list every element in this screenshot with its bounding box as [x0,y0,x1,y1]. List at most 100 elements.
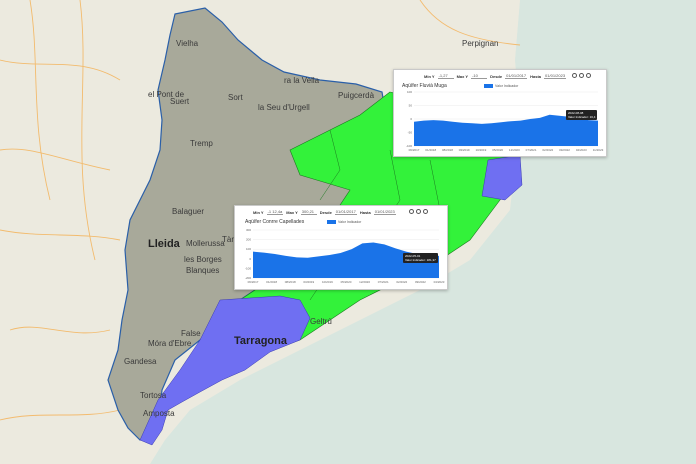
min-y-label: Min Y [424,73,435,79]
x-tick-label: 08/2018 [285,280,296,284]
chart-title: Aqüífer Conrre Capellades [245,219,305,225]
min-y-input[interactable]: -1,27 [437,73,454,79]
place-label-vella: ra la Vella [284,76,320,85]
x-tick-label: 06/2017 [409,148,420,152]
place-label-suert: Suert [170,97,190,106]
x-tick-label: 10/2019 [322,280,333,284]
place-label-pont: el Pont de [148,90,185,99]
place-label-falset: False [181,329,201,338]
tooltip-date: 2022-05-01 [405,254,421,258]
place-label-tortosa: Tortosa [140,391,167,400]
home-icon[interactable] [423,209,428,214]
from-label: Desde [490,73,503,79]
x-tick-label: 11/2023 [593,148,604,152]
chart-legend[interactable]: Valor Indicador [484,84,518,88]
place-label-balaguer: Balaguer [172,207,204,216]
chart-tooltip: 2022-08-08 Valor Indicador: 16,4 [566,110,598,120]
place-label-vielha: Vielha [176,39,199,48]
x-tick-label: 06/2017 [248,280,259,284]
place-label-borges: les Borges [184,255,222,264]
x-tick-label: 02/2022 [396,280,407,284]
place-label-tremp: Tremp [190,139,213,148]
y-tick-label: -100 [406,144,412,148]
y-tick-label: 300 [246,228,251,232]
x-tick-label: 01/2018 [266,280,277,284]
tooltip-date: 2022-08-08 [568,111,584,115]
place-label-geltru: Geltrú [310,317,332,326]
x-tick-label: 05/2020 [341,280,352,284]
zoom-out-icon[interactable] [579,73,584,78]
home-icon[interactable] [586,73,591,78]
x-tick-label: 09/2022 [559,148,570,152]
legend-label: Valor Indicador [495,84,519,88]
from-date-input[interactable]: 01/01/2017 [334,209,357,215]
max-y-label: Max Y [286,209,298,215]
place-label-tar: Tàr [222,235,234,244]
chart-conrre-capellades[interactable]: -200 -100 0 100 200 300 06/2017 01/2018 08/2018 0… [235,206,447,289]
place-label-tarragona: Tarragona [234,335,288,347]
place-label-blanques: Blanques [186,266,219,275]
y-tick-label: 50 [409,104,413,108]
from-date-input[interactable]: 01/01/2017 [505,73,528,79]
place-label-puigcerda: Puigcerdà [338,91,375,100]
x-tick-label: 10/2019 [475,148,486,152]
x-tick-label: 12/2020 [509,148,520,152]
to-date-input[interactable]: 01/01/2023 [373,209,396,215]
place-label-amposta: Amposta [143,409,175,418]
place-label-gandesa: Gandesa [124,357,157,366]
tooltip-value: Valor Indicador: 16,4 [568,115,596,119]
y-tick-label: 0 [410,117,412,121]
to-label: Hasta [530,73,542,79]
to-label: Hasta [359,209,371,215]
legend-swatch [327,220,336,224]
chart-panel-fluvia-muga: Min Y -1,27 Max Y -10 Desde 01/01/2017 H… [393,69,607,157]
max-y-label: Max Y [456,73,469,79]
min-y-label: Min Y [253,209,264,215]
min-y-input[interactable]: -1 12,4a [266,209,284,215]
x-tick-label: 07/2021 [378,280,389,284]
place-label-seu: la Seu d'Urgell [258,103,310,112]
legend-swatch [484,84,493,88]
to-date-input[interactable]: 01/01/2023 [544,73,567,79]
chart-title: Aqüífer Fluvià Muga [402,83,447,89]
x-tick-label: 02/2022 [542,148,553,152]
x-tick-label: 03/2019 [303,280,314,284]
x-tick-label: 05/2020 [492,148,503,152]
tooltip-value: Valor Indicador: 181,37 [405,258,436,262]
aquifer-zone-blue-coast[interactable] [139,295,311,446]
x-tick-label: 03/2019 [459,148,470,152]
max-y-input[interactable]: 300,21 [300,209,317,215]
zoom-out-icon[interactable] [416,209,421,214]
y-tick-label: -100 [245,266,251,270]
place-label-perpignan: Perpignan [462,39,498,48]
chart-panel-conrre-capellades: Min Y -1 12,4a Max Y 300,21 Desde 01/01/… [234,205,448,290]
y-tick-label: 200 [246,238,251,242]
zoom-in-icon[interactable] [572,73,577,78]
max-y-input[interactable]: -10 [471,73,488,79]
zoom-in-icon[interactable] [409,209,414,214]
place-label-mollerussa: Mollerussa [186,239,225,248]
y-tick-label: -50 [408,131,413,135]
x-tick-label: 08/2018 [442,148,453,152]
road-network [0,0,521,421]
series-area-valor-indicador[interactable] [253,242,439,279]
x-tick-label: 04/2023 [434,280,445,284]
series-area-valor-indicador[interactable] [414,114,598,146]
x-tick-label: 12/2020 [359,280,370,284]
x-tick-label: 04/2023 [576,148,587,152]
chart-fluvia-muga[interactable]: -100 -50 0 50 100 06/2017 01/2018 08/2018 03/201… [394,70,606,156]
chart-legend[interactable]: Valor Indicador [327,220,361,224]
chart-toolbar: Min Y -1,27 Max Y -10 Desde 01/01/2017 H… [424,73,567,79]
from-label: Desde [319,209,332,215]
y-tick-label: 100 [246,247,251,251]
y-tick-label: -200 [245,276,251,280]
x-tick-label: 07/2021 [526,148,537,152]
legend-label: Valor Indicador [338,220,362,224]
place-label-sort: Sort [228,93,243,102]
x-tick-label: 09/2022 [415,280,426,284]
place-label-mora: Móra d'Ebre [148,339,192,348]
y-tick-label: 100 [407,90,412,94]
place-label-lleida: Lleida [148,238,181,250]
x-tick-label: 01/2018 [425,148,436,152]
chart-toolbar: Min Y -1 12,4a Max Y 300,21 Desde 01/01/… [253,209,396,215]
